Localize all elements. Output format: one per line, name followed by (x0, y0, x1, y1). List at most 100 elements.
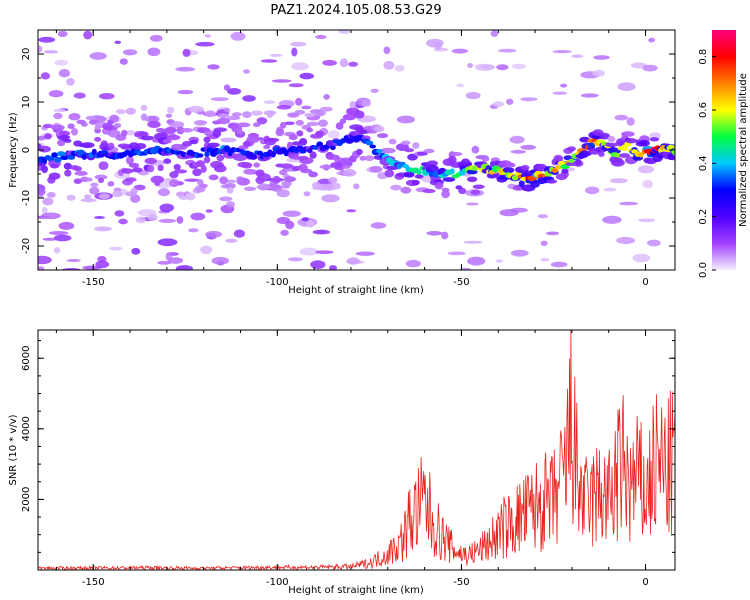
noise-blob (165, 113, 173, 118)
ridge-blob (279, 169, 288, 176)
noise-blob (147, 213, 158, 222)
noise-blob (370, 222, 387, 229)
noise-blob (312, 229, 331, 235)
ridge-blob (361, 100, 371, 107)
ridge-blob (270, 184, 283, 192)
x-tick-label: 0 (642, 277, 648, 288)
ridge-blob (85, 115, 97, 121)
noise-blob (315, 250, 334, 254)
ridge-blob (613, 157, 623, 164)
ridge-blob (213, 127, 228, 132)
noise-blob (175, 66, 196, 72)
noise-blob (89, 52, 107, 60)
y-tick-label: 4000 (21, 416, 32, 441)
noise-blob (510, 249, 529, 257)
ridge-blob (306, 127, 314, 133)
ridge-blob (208, 174, 219, 181)
noise-blob (58, 69, 70, 78)
ridge-blob (359, 155, 367, 161)
noise-blob (301, 105, 312, 110)
colorbar-gradient (712, 30, 736, 270)
ridge-blob (38, 145, 51, 153)
ridge-blob (253, 162, 261, 168)
ridge-blob (279, 163, 294, 169)
ridge-blob (63, 162, 72, 170)
ridge-blob (64, 169, 72, 177)
noise-blob (114, 40, 122, 44)
ridge-blob (315, 130, 325, 137)
noise-blob (315, 34, 327, 40)
noise-blob (147, 47, 161, 57)
noise-blob (291, 62, 309, 71)
ridge-blob (605, 142, 618, 148)
ridge-blob (319, 106, 333, 112)
ridge-blob (49, 163, 60, 169)
ridge-blob (458, 187, 467, 195)
ridge-blob (224, 182, 236, 189)
ridge-blob (472, 184, 485, 190)
ridge-core (568, 158, 575, 163)
ridge-blob (124, 177, 137, 182)
snr-panel: -150 -100 -50 0 2000 4000 6000 Height of stra… (8, 329, 676, 596)
ridge-blob (621, 131, 635, 137)
ridge-core (376, 149, 383, 154)
noise-blob (299, 72, 315, 80)
noise-blob (346, 209, 357, 213)
ridge-blob (283, 176, 296, 183)
noise-blob (98, 161, 109, 171)
noise-blob (187, 105, 205, 113)
ridge-blob (97, 177, 105, 184)
ridge-blob (51, 124, 65, 131)
ridge-blob (412, 142, 420, 149)
noise-blob (520, 144, 536, 150)
ridge-blob (43, 123, 53, 129)
ridge-blob (121, 129, 128, 137)
ridge-blob (71, 128, 78, 136)
ridge-blob (176, 126, 185, 135)
ridge-blob (356, 148, 363, 155)
ridge-blob (401, 140, 411, 146)
noise-blob (465, 92, 481, 100)
noise-blob (165, 252, 173, 261)
ridge-blob (342, 113, 357, 121)
noise-blob (38, 45, 43, 53)
noise-blob (637, 218, 656, 223)
ridge-blob (242, 141, 251, 147)
noise-blob (610, 178, 628, 184)
ridge-blob (162, 138, 172, 144)
y-tick-label: 6000 (21, 346, 32, 371)
ridge-blob (163, 158, 172, 164)
noise-blob (592, 69, 606, 77)
noise-blob (205, 230, 223, 238)
colorbar: 0.0 0.2 0.4 0.6 0.8 Normalized spectral ampl… (698, 30, 749, 278)
ridge-blob (470, 189, 481, 195)
ridge-blob (411, 179, 420, 186)
ridge-blob (319, 164, 334, 169)
noise-blob (537, 214, 549, 219)
ridge-blob (341, 157, 351, 162)
ridge-blob (74, 170, 88, 176)
noise-blob (53, 234, 72, 242)
ridge-core (560, 164, 570, 170)
noise-blob (467, 63, 474, 68)
noise-blob (552, 50, 572, 54)
ridge-blob (441, 190, 450, 199)
ridge-blob (369, 165, 383, 173)
noise-blob (602, 215, 622, 224)
noise-blob (327, 130, 340, 139)
ridge-blob (157, 188, 170, 197)
noise-blob (447, 251, 466, 256)
ridge-blob (250, 110, 263, 116)
noise-blob (83, 30, 93, 40)
noise-blob (490, 30, 499, 37)
spectrogram-x-ticks: -150 -100 -50 0 (55, 30, 649, 288)
snr-x-ticks: -150 -100 -50 0 (55, 330, 649, 588)
ridge-blob (181, 128, 194, 133)
noise-blob (269, 53, 283, 57)
ridge-blob (53, 112, 63, 120)
noise-blob (225, 238, 238, 243)
colorbar-tick-label: 0.8 (698, 49, 709, 65)
spectrogram-background-noise (38, 30, 662, 270)
noise-blob (441, 231, 449, 240)
